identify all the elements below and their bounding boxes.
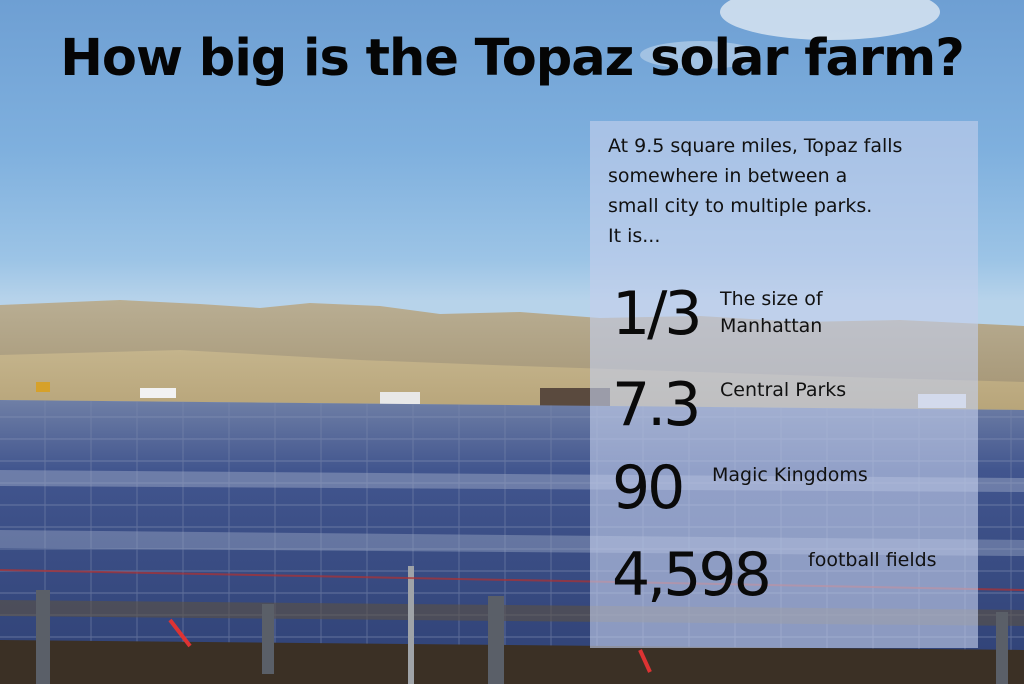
stat-label-line: The size of xyxy=(720,288,823,310)
stat-value: 1/3 xyxy=(612,279,703,349)
stat-label-line: Manhattan xyxy=(720,315,823,337)
info-panel: At 9.5 square miles, Topaz falls somewhe… xyxy=(590,121,978,648)
intro-line: small city to multiple parks. xyxy=(608,195,873,217)
stat-value: 4,598 xyxy=(612,540,772,610)
stat-value: 90 xyxy=(612,453,685,523)
stat-label: The size of Manhattan xyxy=(720,286,823,340)
stat-label: Magic Kingdoms xyxy=(712,464,868,486)
stat-label: football fields xyxy=(808,549,937,571)
intro-line: It is... xyxy=(608,225,661,247)
stat-label: Central Parks xyxy=(720,379,847,401)
intro-line: At 9.5 square miles, Topaz falls xyxy=(608,135,903,157)
page-title: How big is the Topaz solar farm? xyxy=(60,29,965,88)
intro-line: somewhere in between a xyxy=(608,165,848,187)
intro-text: At 9.5 square miles, Topaz falls somewhe… xyxy=(608,131,968,251)
stat-value: 7.3 xyxy=(612,370,701,440)
